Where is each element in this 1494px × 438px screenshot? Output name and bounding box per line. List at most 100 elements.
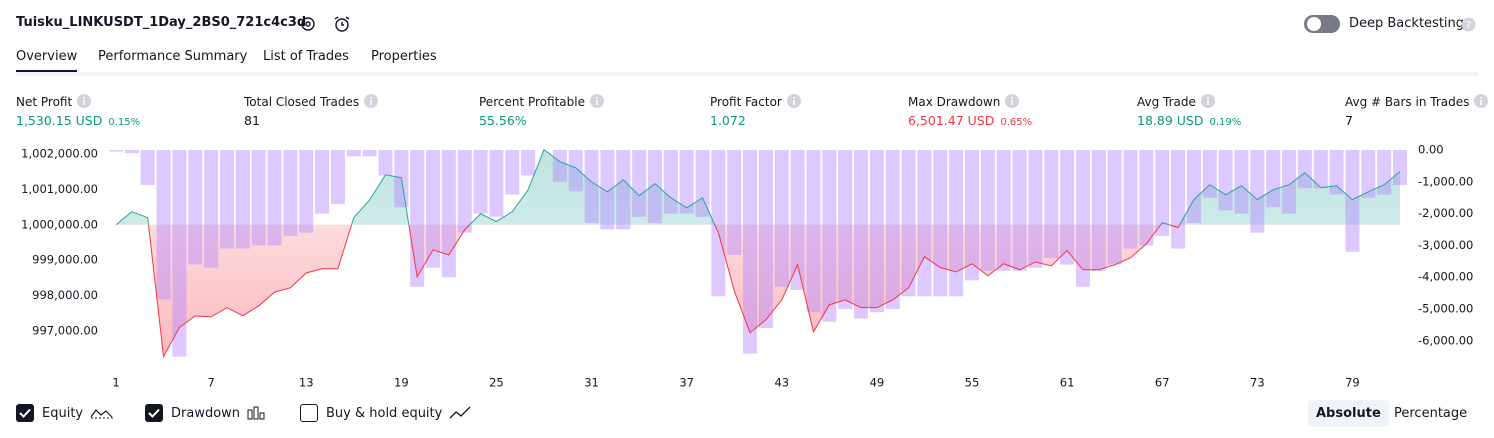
x-tick-label: 43 <box>774 376 789 390</box>
metric-value: 1.072 <box>710 113 746 128</box>
drawdown-bar <box>426 150 441 268</box>
x-tick-label: 67 <box>1155 376 1170 390</box>
drawdown-bar <box>949 150 964 297</box>
drawdown-bar <box>790 150 805 290</box>
drawdown-bar <box>1377 150 1392 195</box>
mode-button[interactable]: Absolute <box>1308 400 1389 427</box>
drawdown-bar <box>1361 150 1376 198</box>
drawdown-bar <box>172 150 187 357</box>
equity-area-up <box>116 149 1400 225</box>
drawdown-bar <box>584 150 599 224</box>
legend-icon <box>448 406 472 420</box>
drawdown-bar <box>901 150 916 297</box>
info-icon[interactable] <box>1474 94 1489 108</box>
legend-label: Drawdown <box>171 405 241 421</box>
drawdown-bar <box>1297 150 1312 189</box>
metric-label: Avg # Bars in Trades <box>1345 94 1489 109</box>
tab[interactable]: List of Trades <box>263 49 349 64</box>
legend-item[interactable]: Buy & hold equity <box>300 404 472 422</box>
info-icon[interactable] <box>1005 94 1020 108</box>
drawdown-bar <box>1313 150 1328 189</box>
metric-label: Percent Profitable <box>479 94 604 109</box>
checkbox[interactable] <box>16 404 34 422</box>
drawdown-bar <box>647 150 662 224</box>
info-icon[interactable] <box>1200 94 1215 108</box>
drawdown-bar <box>711 150 726 297</box>
drawdown-bar <box>758 150 773 329</box>
drawdown-bar <box>410 150 425 287</box>
drawdown-bar <box>378 150 393 176</box>
header-icons[interactable] <box>298 14 358 34</box>
drawdown-bar <box>330 150 345 205</box>
drawdown-bar <box>552 150 567 182</box>
drawdown-bar <box>632 150 647 217</box>
x-tick-label: 7 <box>207 376 214 390</box>
drawdown-bar <box>838 150 853 310</box>
checkbox[interactable] <box>300 404 318 422</box>
x-tick-label: 37 <box>679 376 694 390</box>
drawdown-bar <box>1250 150 1265 233</box>
legend-label: Equity <box>42 405 84 421</box>
metric-percent: 0.65% <box>1000 117 1033 128</box>
metric-label-text: Avg # Bars in Trades <box>1345 95 1470 109</box>
info-icon[interactable] <box>364 94 379 108</box>
legend-item[interactable]: Equity <box>16 404 115 422</box>
drawdown-bar <box>1218 150 1233 211</box>
drawdown-bar <box>1329 150 1344 195</box>
drawdown-bar <box>774 150 789 287</box>
tab[interactable]: Properties <box>371 49 437 64</box>
metric-label-text: Net Profit <box>16 95 73 109</box>
metric-label: Profit Factor <box>710 94 801 109</box>
metric-label-text: Profit Factor <box>710 95 782 109</box>
info-icon[interactable] <box>786 94 801 108</box>
legend-label: Buy & hold equity <box>326 405 443 421</box>
drawdown-bar <box>1234 150 1249 214</box>
x-tick-label: 31 <box>584 376 599 390</box>
drawdown-bar <box>251 150 266 246</box>
drawdown-bar <box>346 150 361 157</box>
y-tick-label: 999,000.00 <box>32 253 98 267</box>
drawdown-bar <box>1139 150 1154 246</box>
legend-item[interactable]: Drawdown <box>145 404 268 422</box>
y2-tick-label: -4,000.00 <box>1418 270 1473 284</box>
drawdown-bar <box>156 150 171 300</box>
tab[interactable]: Overview <box>16 49 78 73</box>
drawdown-bar <box>1186 150 1201 224</box>
tab[interactable]: Performance Summary <box>98 49 248 64</box>
help-icon[interactable]: ? <box>1461 17 1476 32</box>
drawdown-bar <box>124 150 139 154</box>
metric-label: Max Drawdown <box>908 94 1020 109</box>
chart: 1,002,000.00 1,001,000.00 1,000,000.00 999,… <box>21 143 1473 390</box>
metric-label-text: Max Drawdown <box>908 95 1001 109</box>
info-icon[interactable] <box>589 94 604 108</box>
metric-label-text: Total Closed Trades <box>244 95 360 109</box>
drawdown-bar <box>727 150 742 255</box>
drawdown-bar <box>1393 150 1407 185</box>
drawdown-bar <box>521 150 536 176</box>
equity-area-down <box>148 224 1180 357</box>
drawdown-bar <box>283 150 298 236</box>
drawdown-bar <box>219 150 234 249</box>
drawdown-bar <box>315 150 330 214</box>
drawdown-bar <box>568 150 583 192</box>
checkbox[interactable] <box>145 404 163 422</box>
drawdown-bar <box>1202 150 1217 198</box>
mode-button[interactable]: Percentage <box>1394 406 1468 421</box>
drawdown-bar <box>822 150 837 322</box>
drawdown-bar <box>616 150 631 230</box>
y2-tick-label: -6,000.00 <box>1418 333 1473 347</box>
y2-tick-label: -3,000.00 <box>1418 238 1473 252</box>
drawdown-bar <box>140 150 155 185</box>
drawdown-bar <box>1060 150 1075 265</box>
info-icon[interactable] <box>77 94 92 108</box>
drawdown-bar <box>965 150 979 281</box>
drawdown-bar <box>1345 150 1360 252</box>
metric-label: Avg Trade <box>1137 94 1215 109</box>
metric-value-text: 6,501.47 USD <box>908 113 995 128</box>
metric-value: 55.56% <box>479 113 527 128</box>
y-tick-label: 1,001,000.00 <box>21 182 98 196</box>
drawdown-bar <box>869 150 884 313</box>
toggle[interactable] <box>1303 14 1341 34</box>
x-tick-label: 25 <box>489 376 504 390</box>
